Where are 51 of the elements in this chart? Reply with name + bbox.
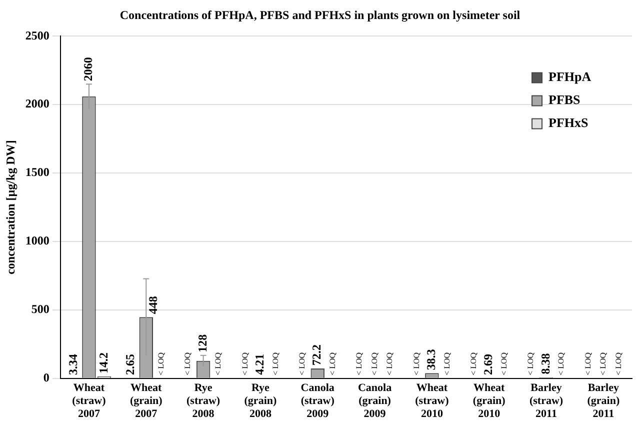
- legend-label: PFHxS: [548, 115, 588, 130]
- text: < LOQ: [370, 352, 379, 376]
- x-tick-label: Rye (straw) 2008: [186, 382, 220, 420]
- y-tick-label: 2500: [25, 28, 50, 42]
- text: < LOQ: [297, 352, 306, 376]
- x-tick-label: Wheat (straw) 2007: [72, 382, 106, 420]
- text: < LOQ: [412, 352, 421, 376]
- y-tick-label: 1500: [25, 165, 50, 180]
- data-label: 3.34: [66, 354, 80, 375]
- text: < LOQ: [614, 352, 623, 376]
- y-tick-label: 2000: [25, 96, 50, 111]
- data-label: 38.3: [424, 349, 438, 370]
- text: < LOQ: [240, 352, 250, 376]
- text: < LOQ: [328, 352, 337, 376]
- text: < LOQ: [270, 352, 280, 376]
- y-tick-label: 0: [43, 370, 50, 384]
- x-tick-label: Barley (straw) 2011: [529, 382, 564, 420]
- text: < LOQ: [468, 352, 478, 376]
- y-tick-label: 500: [31, 302, 50, 316]
- text: < LOQ: [598, 352, 608, 376]
- x-tick-label: Wheat (straw) 2010: [415, 382, 450, 420]
- x-tick-label: Wheat (grain) 2007: [130, 382, 163, 420]
- x-tick-label: Canola (straw) 2009: [300, 382, 335, 420]
- text: < LOQ: [556, 352, 566, 376]
- text: < LOQ: [442, 352, 452, 376]
- text: < LOQ: [385, 352, 394, 376]
- y-tick-label: 1000: [25, 234, 50, 248]
- text: < LOQ: [526, 352, 536, 376]
- text: < LOQ: [499, 352, 508, 376]
- x-tick-label: Barley (grain) 2011: [587, 382, 620, 420]
- data-label: 128: [195, 334, 210, 352]
- data-label: 2.69: [481, 354, 496, 376]
- x-tick-label: Rye (grain) 2008: [244, 382, 277, 420]
- text: < LOQ: [354, 352, 364, 376]
- data-label: 2.65: [122, 354, 137, 376]
- data-label: 8.38: [538, 353, 552, 374]
- data-label: 4.21: [252, 354, 267, 375]
- x-tick-label: Canola (grain) 2009: [358, 382, 392, 420]
- y-axis-title: concentration [µg/kg DW]: [3, 140, 18, 274]
- data-label: 2060: [81, 57, 96, 82]
- text: < LOQ: [156, 352, 166, 376]
- legend-label: PFBS: [548, 92, 580, 108]
- legend-label: PFHpA: [548, 69, 592, 84]
- text: < LOQ: [214, 352, 223, 376]
- chart-title: Concentrations of PFHpA, PFBS and PFHxS in plants grown on lysimeter soil: [118, 8, 522, 24]
- x-tick-label: Wheat (grain) 2010: [472, 382, 506, 420]
- data-label: 72.2: [310, 344, 324, 366]
- data-label: 448: [146, 296, 160, 314]
- data-label: 14.2: [96, 352, 110, 374]
- text: < LOQ: [583, 352, 592, 376]
- text: < LOQ: [183, 352, 192, 376]
